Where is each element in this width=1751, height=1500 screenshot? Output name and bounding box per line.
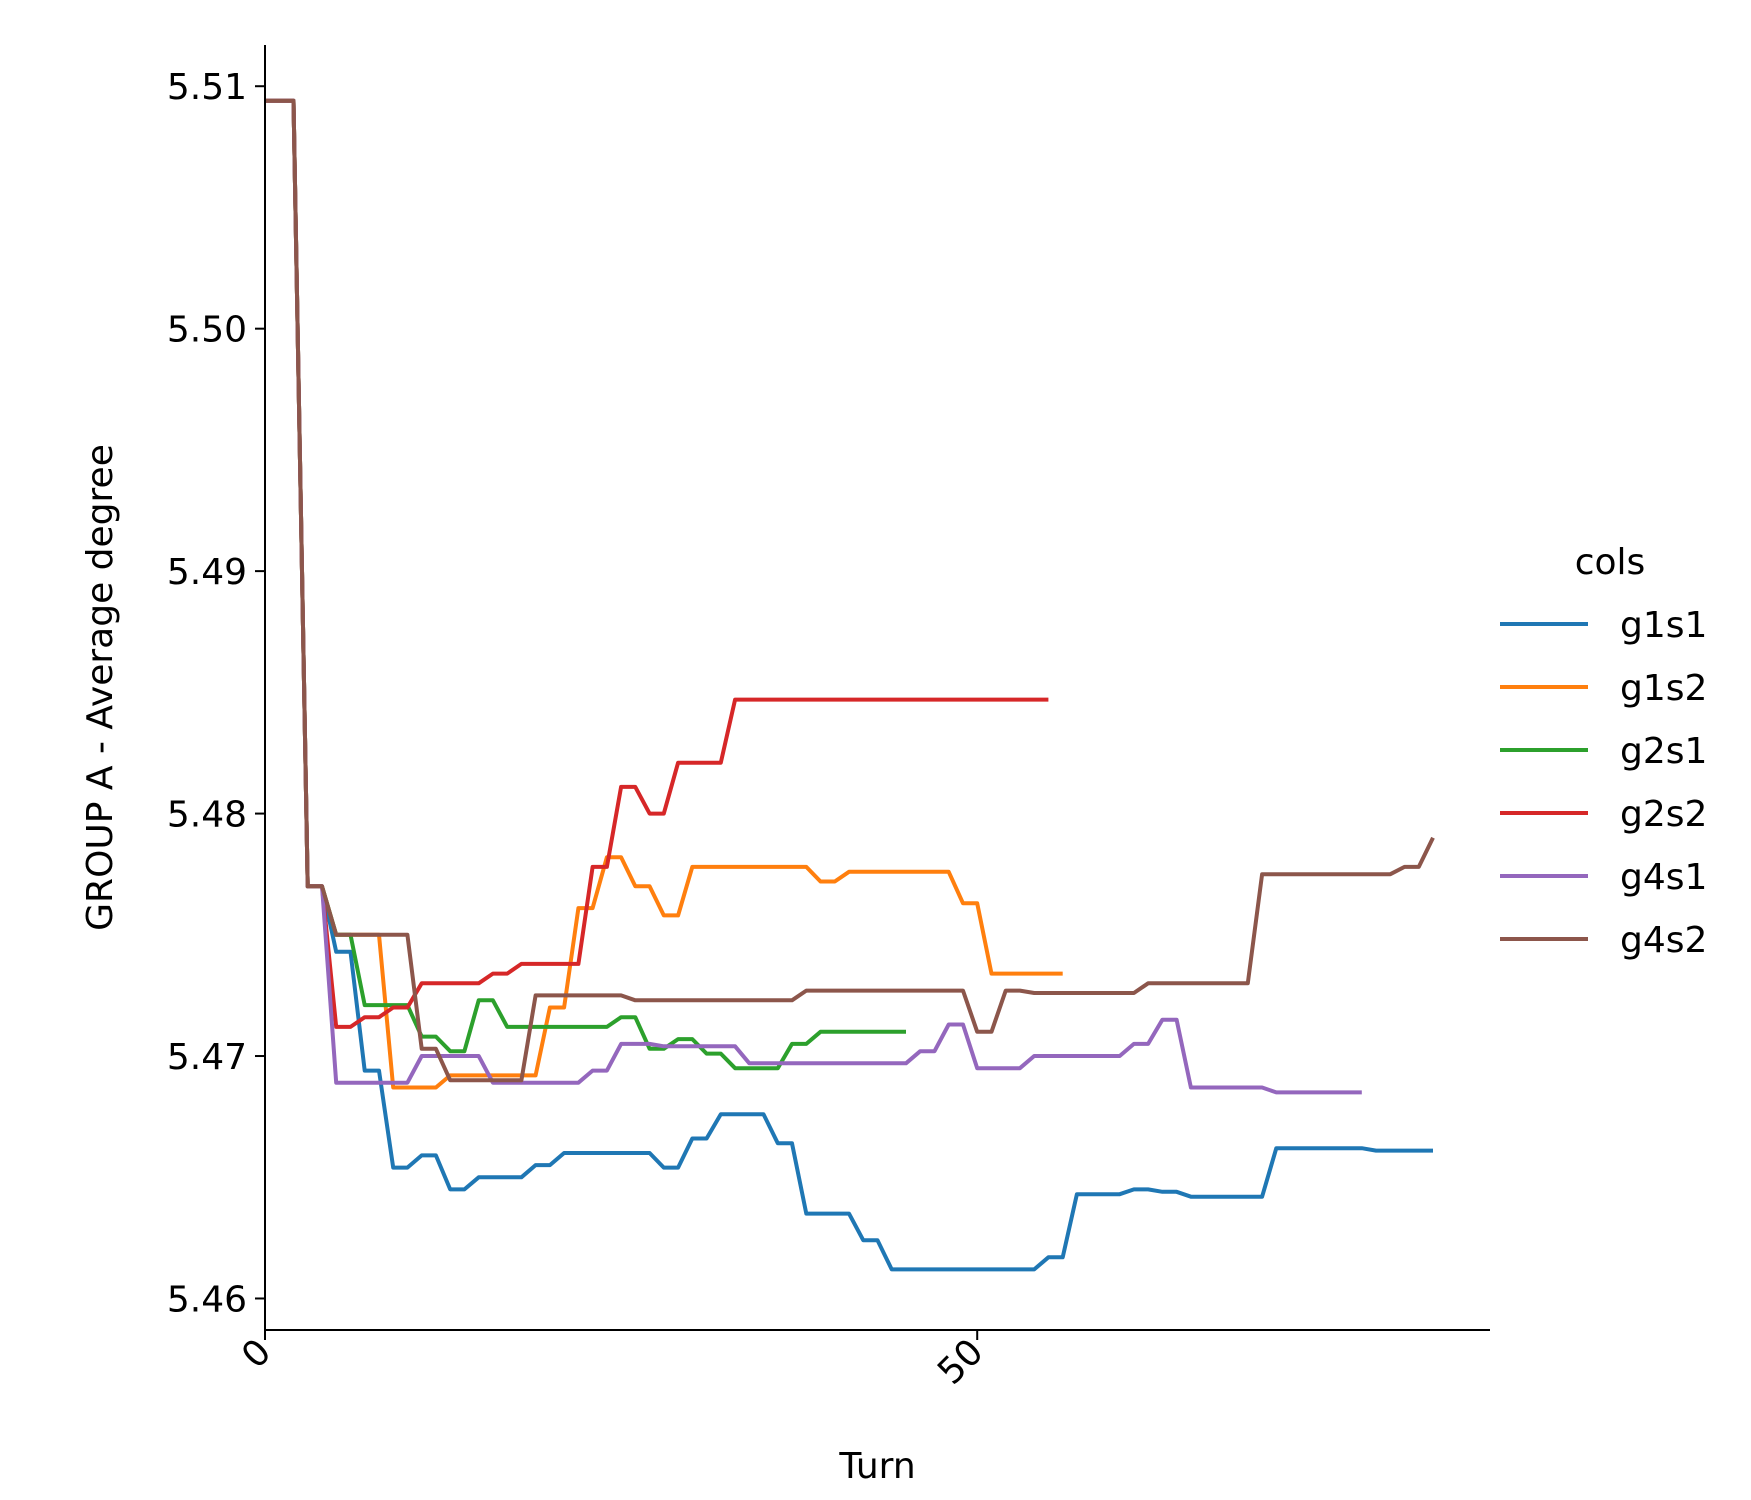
y-tick-label: 5.50 (167, 310, 247, 351)
axes: 5.46 5.47 5.48 5.49 5.50 5.51 0 50 (167, 45, 1490, 1393)
legend: cols g1s1 g1s2 g2s1 g2s2 g4s1 g4s2 (1500, 542, 1707, 961)
legend-item-g2s2: g2s2 (1500, 794, 1707, 835)
legend-label: g2s1 (1620, 731, 1707, 772)
series-line-g2s2 (265, 98, 1049, 1029)
legend-item-g4s1: g4s1 (1500, 857, 1707, 898)
series-line-g1s2 (265, 98, 1063, 1090)
legend-item-g1s2: g1s2 (1500, 668, 1707, 709)
y-axis-label: GROUP A - Average degree (80, 444, 121, 931)
legend-title: cols (1575, 542, 1646, 583)
series-line-g4s2 (265, 98, 1435, 1083)
legend-item-g1s1: g1s1 (1500, 605, 1707, 646)
y-ticks: 5.46 5.47 5.48 5.49 5.50 5.51 (167, 67, 265, 1320)
x-tick-label: 0 (234, 1331, 279, 1376)
legend-label: g2s2 (1620, 794, 1707, 835)
legend-label: g4s2 (1620, 920, 1707, 961)
x-ticks: 0 50 (234, 1330, 992, 1393)
legend-items: g1s1 g1s2 g2s1 g2s2 g4s1 g4s2 (1500, 605, 1707, 961)
legend-label: g1s1 (1620, 605, 1707, 646)
series-line-g1s1 (265, 98, 1433, 1272)
y-tick-label: 5.46 (167, 1279, 247, 1320)
x-tick-label: 50 (930, 1331, 991, 1392)
y-tick-label: 5.48 (167, 795, 247, 836)
series-line-g4s1 (265, 98, 1362, 1095)
series-line-g2s1 (265, 98, 906, 1071)
y-tick-label: 5.49 (167, 552, 247, 593)
legend-item-g4s2: g4s2 (1500, 920, 1707, 961)
legend-label: g4s1 (1620, 857, 1707, 898)
y-tick-label: 5.47 (167, 1037, 247, 1078)
x-axis-label: Turn (838, 1446, 915, 1487)
plot-lines (265, 98, 1435, 1272)
legend-label: g1s2 (1620, 668, 1707, 709)
y-tick-label: 5.51 (167, 67, 247, 108)
legend-item-g2s1: g2s1 (1500, 731, 1707, 772)
